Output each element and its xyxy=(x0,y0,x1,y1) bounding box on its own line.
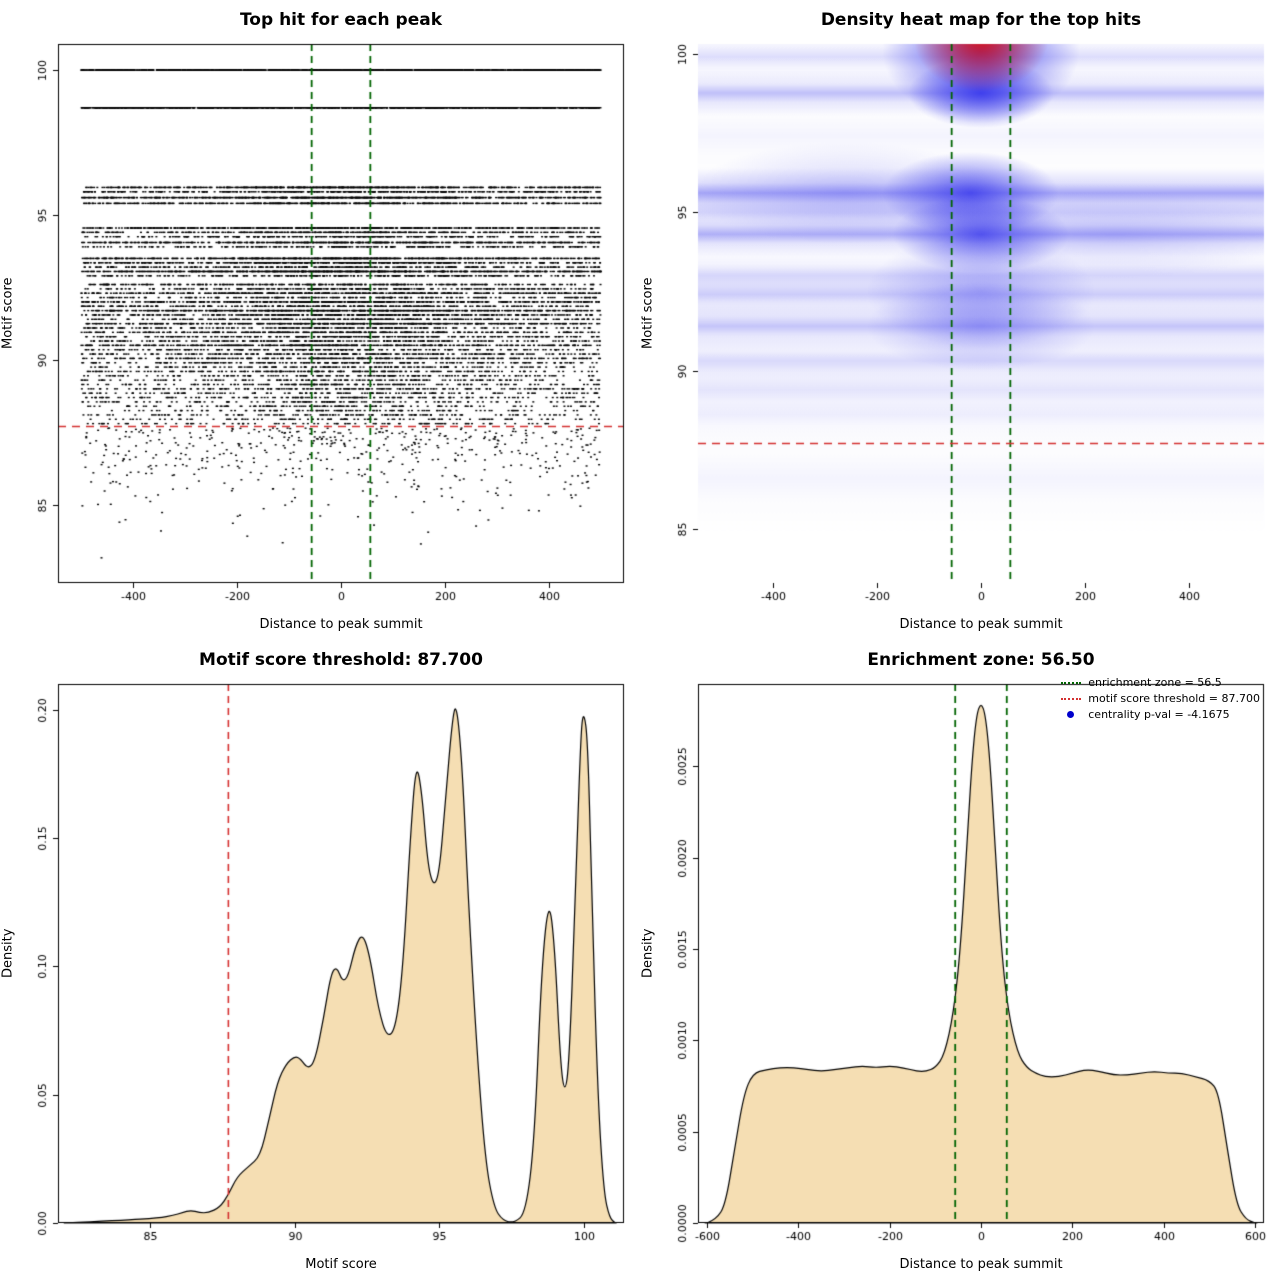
y-axis-label: Density xyxy=(640,928,656,979)
legend-item-label: motif score threshold = 87.700 xyxy=(1088,692,1260,705)
x-axis-label: Distance to peak summit xyxy=(259,617,423,632)
legend-item-label: enrichment zone = 56.5 xyxy=(1088,676,1222,689)
panel-density-heatmap: Density heat map for the top hits Distan… xyxy=(640,0,1280,640)
panel-title: Motif score threshold: 87.700 xyxy=(199,650,483,670)
x-axis-label: Motif score xyxy=(305,1257,377,1272)
panel-title: Enrichment zone: 56.50 xyxy=(867,650,1095,670)
heatmap-canvas xyxy=(640,0,1280,640)
y-axis-label: Motif score xyxy=(0,277,16,350)
x-axis-label: Distance to peak summit xyxy=(899,1257,1063,1272)
legend-line-marker xyxy=(1061,681,1082,684)
panel-title: Top hit for each peak xyxy=(239,10,443,30)
x-axis-label: Distance to peak summit xyxy=(899,617,1063,632)
legend: enrichment zone = 56.5 motif score thresh… xyxy=(1061,676,1260,721)
legend-item: enrichment zone = 56.5 xyxy=(1061,676,1260,689)
y-axis-label: Motif score xyxy=(640,277,656,350)
panel-top-hit-scatter: Top hit for each peak Distance to peak s… xyxy=(0,0,640,640)
legend-line-marker xyxy=(1061,697,1082,700)
y-axis-label: Density xyxy=(0,928,16,979)
panel-distance-density: Enrichment zone: 56.50 Distance to peak … xyxy=(640,640,1280,1280)
panel-title: Density heat map for the top hits xyxy=(820,10,1142,30)
distance-density-canvas xyxy=(640,640,1280,1280)
legend-item-label: centrality p-val = -4.1675 xyxy=(1088,708,1230,721)
panel-score-density: Motif score threshold: 87.700 Motif scor… xyxy=(0,640,640,1280)
scatter-canvas xyxy=(0,0,640,640)
legend-point-marker xyxy=(1067,711,1075,718)
legend-item: motif score threshold = 87.700 xyxy=(1061,692,1260,705)
legend-item: centrality p-val = -4.1675 xyxy=(1061,708,1260,721)
score-density-canvas xyxy=(0,640,640,1280)
